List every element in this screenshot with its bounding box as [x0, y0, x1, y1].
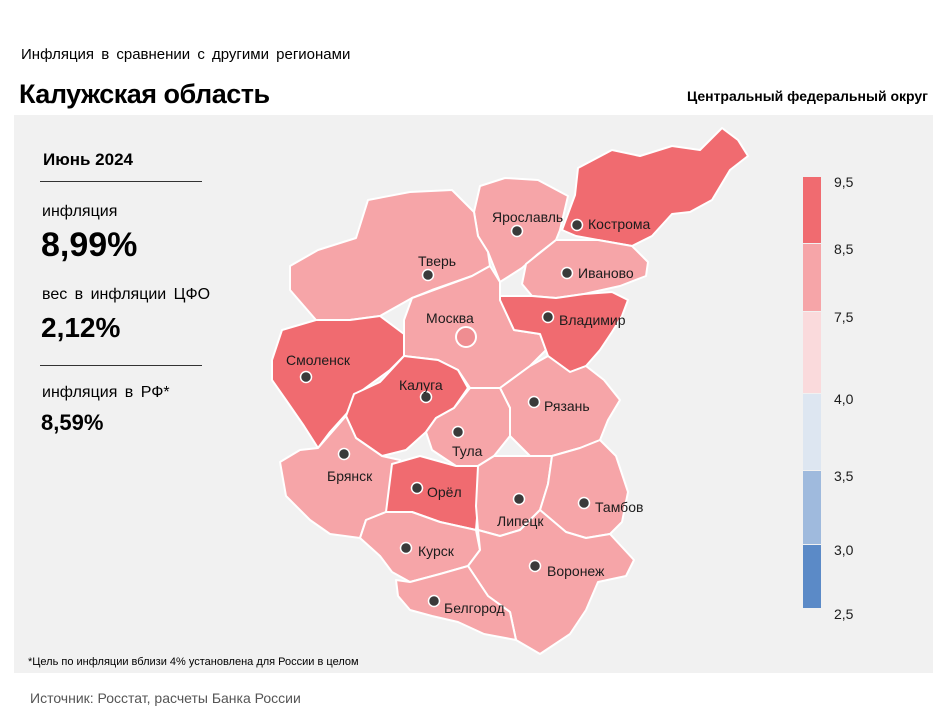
region-label-белгород: Белгород: [444, 600, 505, 616]
legend-swatch: [803, 244, 821, 311]
region-label-курск: Курск: [418, 543, 455, 559]
legend-swatch: [803, 177, 821, 243]
region-label-калуга: Калуга: [399, 377, 443, 393]
city-marker-брянск: [337, 447, 351, 461]
city-marker-калуга: [419, 390, 433, 404]
inflation-label: инфляция: [42, 203, 118, 220]
legend-tick-label: 2,5: [834, 606, 854, 622]
region-label-кострома: Кострома: [588, 216, 651, 232]
region-label-тверь: Тверь: [418, 253, 456, 269]
district-label: Центральный федеральный округ: [686, 88, 928, 104]
period-label: Июнь 2024: [43, 150, 133, 169]
region-label-москва: Москва: [426, 310, 474, 326]
city-marker-тула: [451, 425, 465, 439]
color-legend: 9,5 8,5 7,5 4,0 3,5 3,0 2,5: [803, 174, 854, 622]
region-тамбов[interactable]: [539, 439, 629, 539]
legend-swatch: [803, 394, 821, 470]
legend-tick-label: 9,5: [834, 174, 854, 190]
city-marker-ярославль: [510, 224, 524, 238]
legend-tick-label: 7,5: [834, 309, 854, 325]
rf-inflation-label: инфляция в РФ*: [42, 384, 170, 401]
region-label-липецк: Липецк: [497, 513, 544, 529]
rf-inflation-value: 8,59%: [41, 410, 104, 435]
city-marker-рязань: [527, 395, 541, 409]
legend-tick-label: 8,5: [834, 241, 854, 257]
region-label-рязань: Рязань: [544, 398, 590, 414]
page-title: Калужская область: [19, 79, 270, 109]
city-marker-смоленск: [299, 370, 313, 384]
region-смоленск[interactable]: [271, 315, 405, 449]
region-label-орёл: Орёл: [427, 484, 462, 500]
city-marker-липецк: [512, 492, 526, 506]
city-marker-орёл: [410, 481, 424, 495]
legend-tick-label: 3,0: [834, 542, 854, 558]
divider: [40, 181, 202, 182]
city-marker-тверь: [421, 268, 435, 282]
legend-tick-label: 3,5: [834, 468, 854, 484]
region-владимир[interactable]: [499, 291, 629, 373]
region-кострома[interactable]: [561, 127, 749, 247]
city-marker-тамбов: [577, 496, 591, 510]
source-note: Источник: Росстат, расчеты Банка России: [30, 690, 301, 706]
region-иваново[interactable]: [521, 239, 649, 299]
region-label-воронеж: Воронеж: [547, 563, 605, 579]
region-label-ярославль: Ярославль: [492, 209, 563, 225]
region-label-брянск: Брянск: [327, 468, 373, 484]
region-label-владимир: Владимир: [559, 312, 626, 328]
city-marker-владимир: [541, 310, 555, 324]
legend-tick-label: 4,0: [834, 391, 854, 407]
inflation-value: 8,99%: [41, 226, 138, 264]
legend-swatch: [803, 545, 821, 608]
weight-label: вес в инфляции ЦФО: [42, 286, 211, 303]
region-label-тула: Тула: [452, 443, 483, 459]
city-marker-кострома: [570, 218, 584, 232]
footnote: *Цель по инфляции вблизи 4% установлена …: [28, 656, 359, 668]
region-калуга[interactable]: [345, 355, 469, 457]
region-белгород[interactable]: [395, 565, 517, 641]
legend-swatch: [803, 471, 821, 544]
city-marker-иваново: [560, 266, 574, 280]
divider: [40, 365, 202, 366]
city-marker-белгород: [427, 594, 441, 608]
legend-swatch: [803, 312, 821, 393]
page-subtitle: Инфляция в сравнении с другими регионами: [21, 46, 351, 63]
city-marker-москва: [455, 326, 477, 348]
city-marker-курск: [399, 541, 413, 555]
region-label-тамбов: Тамбов: [595, 499, 643, 515]
city-marker-воронеж: [528, 559, 542, 573]
region-label-иваново: Иваново: [578, 265, 634, 281]
weight-value: 2,12%: [41, 312, 121, 343]
region-label-смоленск: Смоленск: [286, 352, 351, 368]
region-рязань[interactable]: [499, 355, 621, 457]
